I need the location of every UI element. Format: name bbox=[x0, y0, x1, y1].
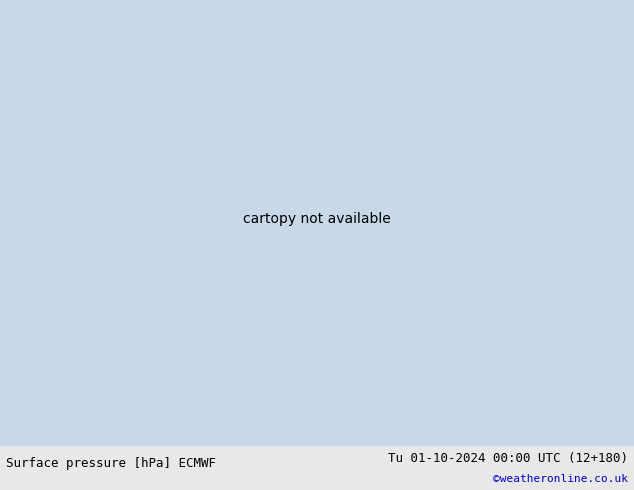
Text: Tu 01-10-2024 00:00 UTC (12+180): Tu 01-10-2024 00:00 UTC (12+180) bbox=[387, 452, 628, 465]
Text: ©weatheronline.co.uk: ©weatheronline.co.uk bbox=[493, 474, 628, 484]
Text: cartopy not available: cartopy not available bbox=[243, 212, 391, 226]
Text: Surface pressure [hPa] ECMWF: Surface pressure [hPa] ECMWF bbox=[6, 457, 216, 470]
